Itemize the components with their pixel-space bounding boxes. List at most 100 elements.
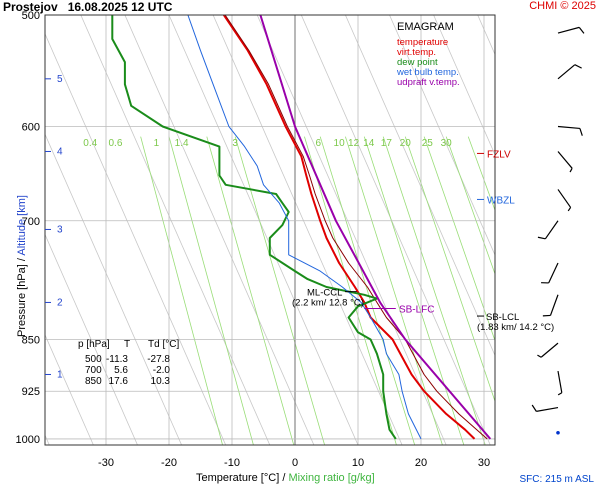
wind-barb-flag <box>578 27 585 34</box>
table-cell: 700 <box>85 365 102 376</box>
dry-adiabat-line <box>168 15 359 445</box>
ml-ccl-label: ML-CCL <box>307 288 342 299</box>
wind-barb <box>537 220 559 240</box>
x-axis-label: Temperature [°C] / Mixing ratio [g/kg] <box>196 472 375 484</box>
dry-adiabat-line <box>212 15 403 445</box>
plot-frame <box>44 14 496 446</box>
table-cell: -2.0 <box>153 365 171 376</box>
series-line-virt-temp- <box>224 15 488 440</box>
pressure-tick-label: 700 <box>22 216 40 228</box>
mixing-ratio-line <box>168 136 254 445</box>
copyright-text: CHMI © 2025 <box>529 0 596 12</box>
dry-adiabat-line <box>522 15 600 445</box>
mixing-ratio-line <box>206 136 295 445</box>
wind-barb-half <box>569 168 573 173</box>
dry-adiabat-line <box>45 32 227 445</box>
table-cell: 5.6 <box>114 365 128 376</box>
wind-barb-staff <box>557 189 572 208</box>
mixing-ratio-label: 6 <box>316 138 322 149</box>
wind-barb <box>537 342 559 358</box>
wind-barb-staff <box>549 294 559 316</box>
temp-tick-label: -30 <box>98 457 114 469</box>
table-cell: 500 <box>85 354 102 365</box>
wbzl-label: WBZL <box>487 195 515 206</box>
table-cell: -11.3 <box>106 354 128 365</box>
wind-barb-staff <box>548 262 559 284</box>
wind-barb <box>542 294 559 317</box>
altitude-tick-label: 3 <box>57 224 63 235</box>
wind-barb-staff <box>536 406 559 412</box>
mixing-ratio-line <box>345 136 443 445</box>
wind-barb <box>531 404 559 412</box>
wind-barb <box>541 262 559 284</box>
pressure-tick-label: 925 <box>22 386 40 398</box>
legend-item-1: virt.temp. <box>397 47 436 58</box>
table-cell: 10.3 <box>151 376 171 387</box>
series-line-dew-point <box>111 15 397 440</box>
mixing-ratio-label: 3 <box>232 138 238 149</box>
wind-barb-staff <box>544 220 559 240</box>
mixing-ratio-line <box>423 136 495 342</box>
mixing-ratio-line <box>382 136 486 445</box>
altitude-tick-label: 4 <box>57 146 63 157</box>
mixing-ratio-line <box>319 136 416 445</box>
wind-barb-flag <box>542 314 551 317</box>
legend-item-0: temperature <box>397 37 448 48</box>
altitude-tick-label: 2 <box>57 297 63 308</box>
wind-barb <box>557 189 572 212</box>
ml-ccl-detail: (2.2 km/ 12.8 °C) <box>292 298 364 309</box>
wind-barb-staff <box>557 26 580 34</box>
mixing-ratio-line <box>140 136 223 445</box>
altitude-tick-label: 1 <box>57 369 63 380</box>
mixing-ratio-label: 12 <box>348 138 360 149</box>
wind-barb <box>557 370 563 396</box>
dry-adiabat-line <box>256 15 447 445</box>
wind-barb-flag <box>537 236 546 240</box>
wind-barb-flag <box>579 128 583 136</box>
series-line-udpraft-v-temp- <box>259 15 492 440</box>
wind-barb <box>557 125 583 136</box>
mixing-ratio-label: 0.4 <box>83 138 97 149</box>
wind-barb-calm <box>556 430 560 435</box>
wind-barb-staff <box>557 64 576 80</box>
dry-adiabat-line <box>45 133 182 445</box>
dry-adiabat-line <box>433 15 495 156</box>
wind-barb-staff <box>557 151 573 169</box>
mixing-ratio-label: 30 <box>441 138 453 149</box>
wind-barb-half <box>557 392 563 396</box>
sb-lcl-label: SB-LCL <box>486 312 519 323</box>
temp-tick-label: 30 <box>478 457 490 469</box>
legend-item-4: udpraft v.temp. <box>397 77 460 88</box>
fzlv-label: FZLV <box>487 149 511 160</box>
temp-tick-label: -10 <box>224 457 240 469</box>
sb-lcl-detail: (1.83 km/ 14.2 °C) <box>477 322 554 333</box>
pressure-tick-label: 600 <box>22 122 40 134</box>
pressure-tick-label: 1000 <box>16 434 40 446</box>
mixing-ratio-line <box>445 136 495 276</box>
wind-barb-flag <box>541 282 549 284</box>
dry-adiabat-line <box>566 15 600 445</box>
mixing-ratio-line <box>404 136 495 403</box>
wind-barb-staff <box>540 342 559 358</box>
wind-barb-flag <box>574 64 582 69</box>
mixing-ratio-line <box>363 136 465 445</box>
x-axis-label-sep: / <box>279 472 289 484</box>
dry-adiabat-line <box>0 15 5 445</box>
pressure-tick-label: 500 <box>22 10 40 22</box>
dry-adiabat-line <box>345 15 495 357</box>
table-header-cell: T <box>124 339 130 350</box>
mixing-ratio-label: 17 <box>381 138 393 149</box>
legend-item-3: wet bulb temp. <box>396 67 459 78</box>
mixing-ratio-line <box>234 136 325 445</box>
altitude-tick-label: 5 <box>57 74 63 85</box>
x-axis-label-mixing: Mixing ratio [g/kg] <box>288 472 375 484</box>
dry-adiabat-line <box>45 434 50 445</box>
mixing-ratio-label: 10 <box>334 138 346 149</box>
dry-adiabat-line <box>477 15 495 56</box>
mixing-ratio-line <box>304 136 397 445</box>
temp-tick-label: 20 <box>415 457 427 469</box>
mixing-ratio-line <box>467 136 495 212</box>
mixing-ratio-label: 1 <box>154 138 160 149</box>
series-line-wet-bulb-temp- <box>187 15 422 440</box>
